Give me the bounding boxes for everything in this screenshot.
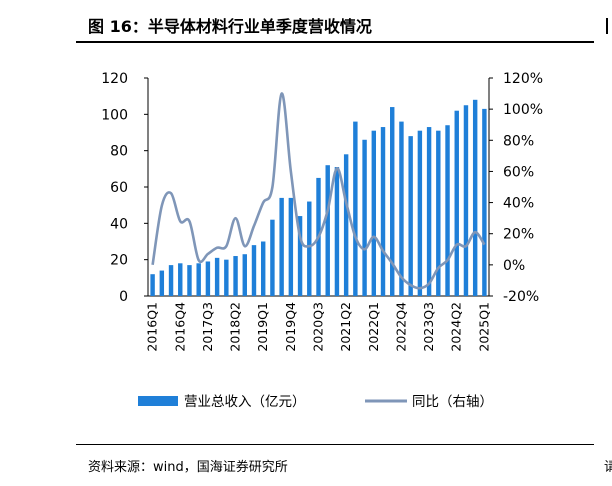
revenue-bar-2024Q2	[454, 110, 459, 296]
right-tick-label: 120%	[503, 71, 543, 87]
revenue-bar-2021Q4	[362, 139, 367, 296]
left-tick-label: 60	[110, 180, 128, 196]
revenue-bar-2018Q1	[224, 259, 229, 296]
revenue-bar-2018Q2	[233, 256, 238, 296]
revenue-bar-2025Q1	[482, 108, 487, 296]
revenue-bar-2023Q4	[436, 130, 441, 296]
left-tick-label: 100	[101, 107, 128, 123]
revenue-bar-2019Q2	[270, 219, 275, 296]
revenue-bar-2020Q2	[307, 201, 312, 296]
yoy-line	[151, 92, 486, 290]
revenue-bar-2021Q2	[343, 154, 349, 296]
x-tick-label: 2025Q1	[476, 302, 491, 352]
clipped-right-text: 请	[604, 460, 612, 475]
revenue-bar-2017Q2	[196, 263, 201, 296]
title-rule	[76, 41, 594, 43]
revenue-bar-2019Q1	[260, 241, 266, 296]
revenue-bar-2016Q1	[150, 274, 155, 296]
x-tick-label: 2022Q1	[366, 302, 381, 352]
revenue-bar-2021Q3	[353, 121, 358, 296]
revenue-bar-2023Q1	[408, 136, 413, 296]
x-tick-label: 2023Q3	[421, 302, 436, 352]
revenue-bar-2017Q4	[214, 257, 220, 296]
revenue-bar-2020Q1	[297, 216, 303, 296]
x-tick-label: 2020Q3	[311, 302, 326, 352]
revenue-bar-2019Q3	[279, 197, 284, 296]
revenue-bar-2016Q2	[159, 270, 165, 296]
right-tick-label: 0%	[503, 258, 525, 274]
x-tick-label: 2018Q2	[228, 302, 243, 352]
x-tick-label: 2024Q2	[449, 302, 464, 352]
revenue-bars	[150, 99, 487, 296]
right-tick-label: 60%	[503, 164, 534, 180]
revenue-bar-2021Q1	[334, 167, 340, 296]
revenue-bar-2017Q1	[187, 265, 192, 296]
legend-bar-label: 营业总收入（亿元）	[184, 394, 306, 410]
x-tick-label: 2021Q2	[338, 302, 353, 352]
left-tick-label: 120	[101, 71, 128, 87]
right-tick-label: -20%	[503, 289, 539, 305]
right-tick-label: 100%	[503, 102, 543, 118]
x-tick-label: 2019Q4	[283, 302, 298, 352]
revenue-bar-2023Q2	[417, 130, 423, 296]
revenue-bar-2024Q4	[472, 99, 478, 296]
yoy-line-path	[151, 92, 486, 290]
revenue-bar-2019Q4	[288, 197, 294, 296]
right-tick-label: 20%	[503, 227, 534, 243]
chart-labels: 0 20 40 60 80 100 120 -20% 0% 20% 40% 60% 80% 100% 120…	[101, 71, 543, 352]
revenue-bar-2023Q3	[426, 127, 432, 296]
source-rule	[76, 444, 594, 445]
revenue-bar-2024Q3	[463, 105, 469, 296]
legend-bar-swatch	[138, 396, 178, 406]
x-tick-label: 2017Q3	[200, 302, 215, 352]
right-tick-label: 80%	[503, 133, 534, 149]
revenue-bar-2016Q3	[168, 265, 174, 296]
left-tick-label: 40	[110, 216, 128, 232]
x-tick-label: 2022Q4	[393, 302, 408, 352]
revenue-bar-2022Q2	[380, 127, 386, 296]
left-tick-label: 0	[119, 289, 128, 305]
revenue-bar-2017Q3	[205, 261, 211, 296]
revenue-bar-2022Q1	[371, 130, 377, 296]
left-tick-label: 80	[110, 144, 128, 160]
revenue-chart: 0 20 40 60 80 100 120 -20% 0% 20% 40% 60% 80% 100% 120…	[101, 71, 543, 410]
x-tick-label: 2019Q1	[255, 302, 270, 352]
x-tick-label: 2016Q4	[172, 302, 187, 352]
revenue-bar-2018Q3	[242, 254, 247, 296]
right-tick-label: 40%	[503, 196, 534, 212]
x-tick-label: 2016Q1	[145, 302, 160, 352]
revenue-bar-2018Q4	[251, 245, 257, 296]
revenue-bar-2016Q4	[178, 263, 183, 296]
legend-line-label: 同比（右轴）	[412, 394, 493, 410]
revenue-bar-2022Q3	[390, 107, 395, 296]
chart-legend: 营业总收入（亿元） 同比（右轴）	[138, 394, 493, 410]
revenue-bar-2020Q4	[325, 165, 330, 296]
source-note: 资料来源：wind，国海证券研究所	[88, 460, 288, 475]
left-tick-label: 20	[110, 253, 128, 269]
revenue-bar-2022Q4	[399, 121, 404, 296]
right-edge-mark	[606, 18, 608, 34]
figure-title: 图 16：半导体材料行业单季度营收情况	[88, 17, 372, 36]
revenue-bar-2024Q1	[445, 125, 450, 296]
